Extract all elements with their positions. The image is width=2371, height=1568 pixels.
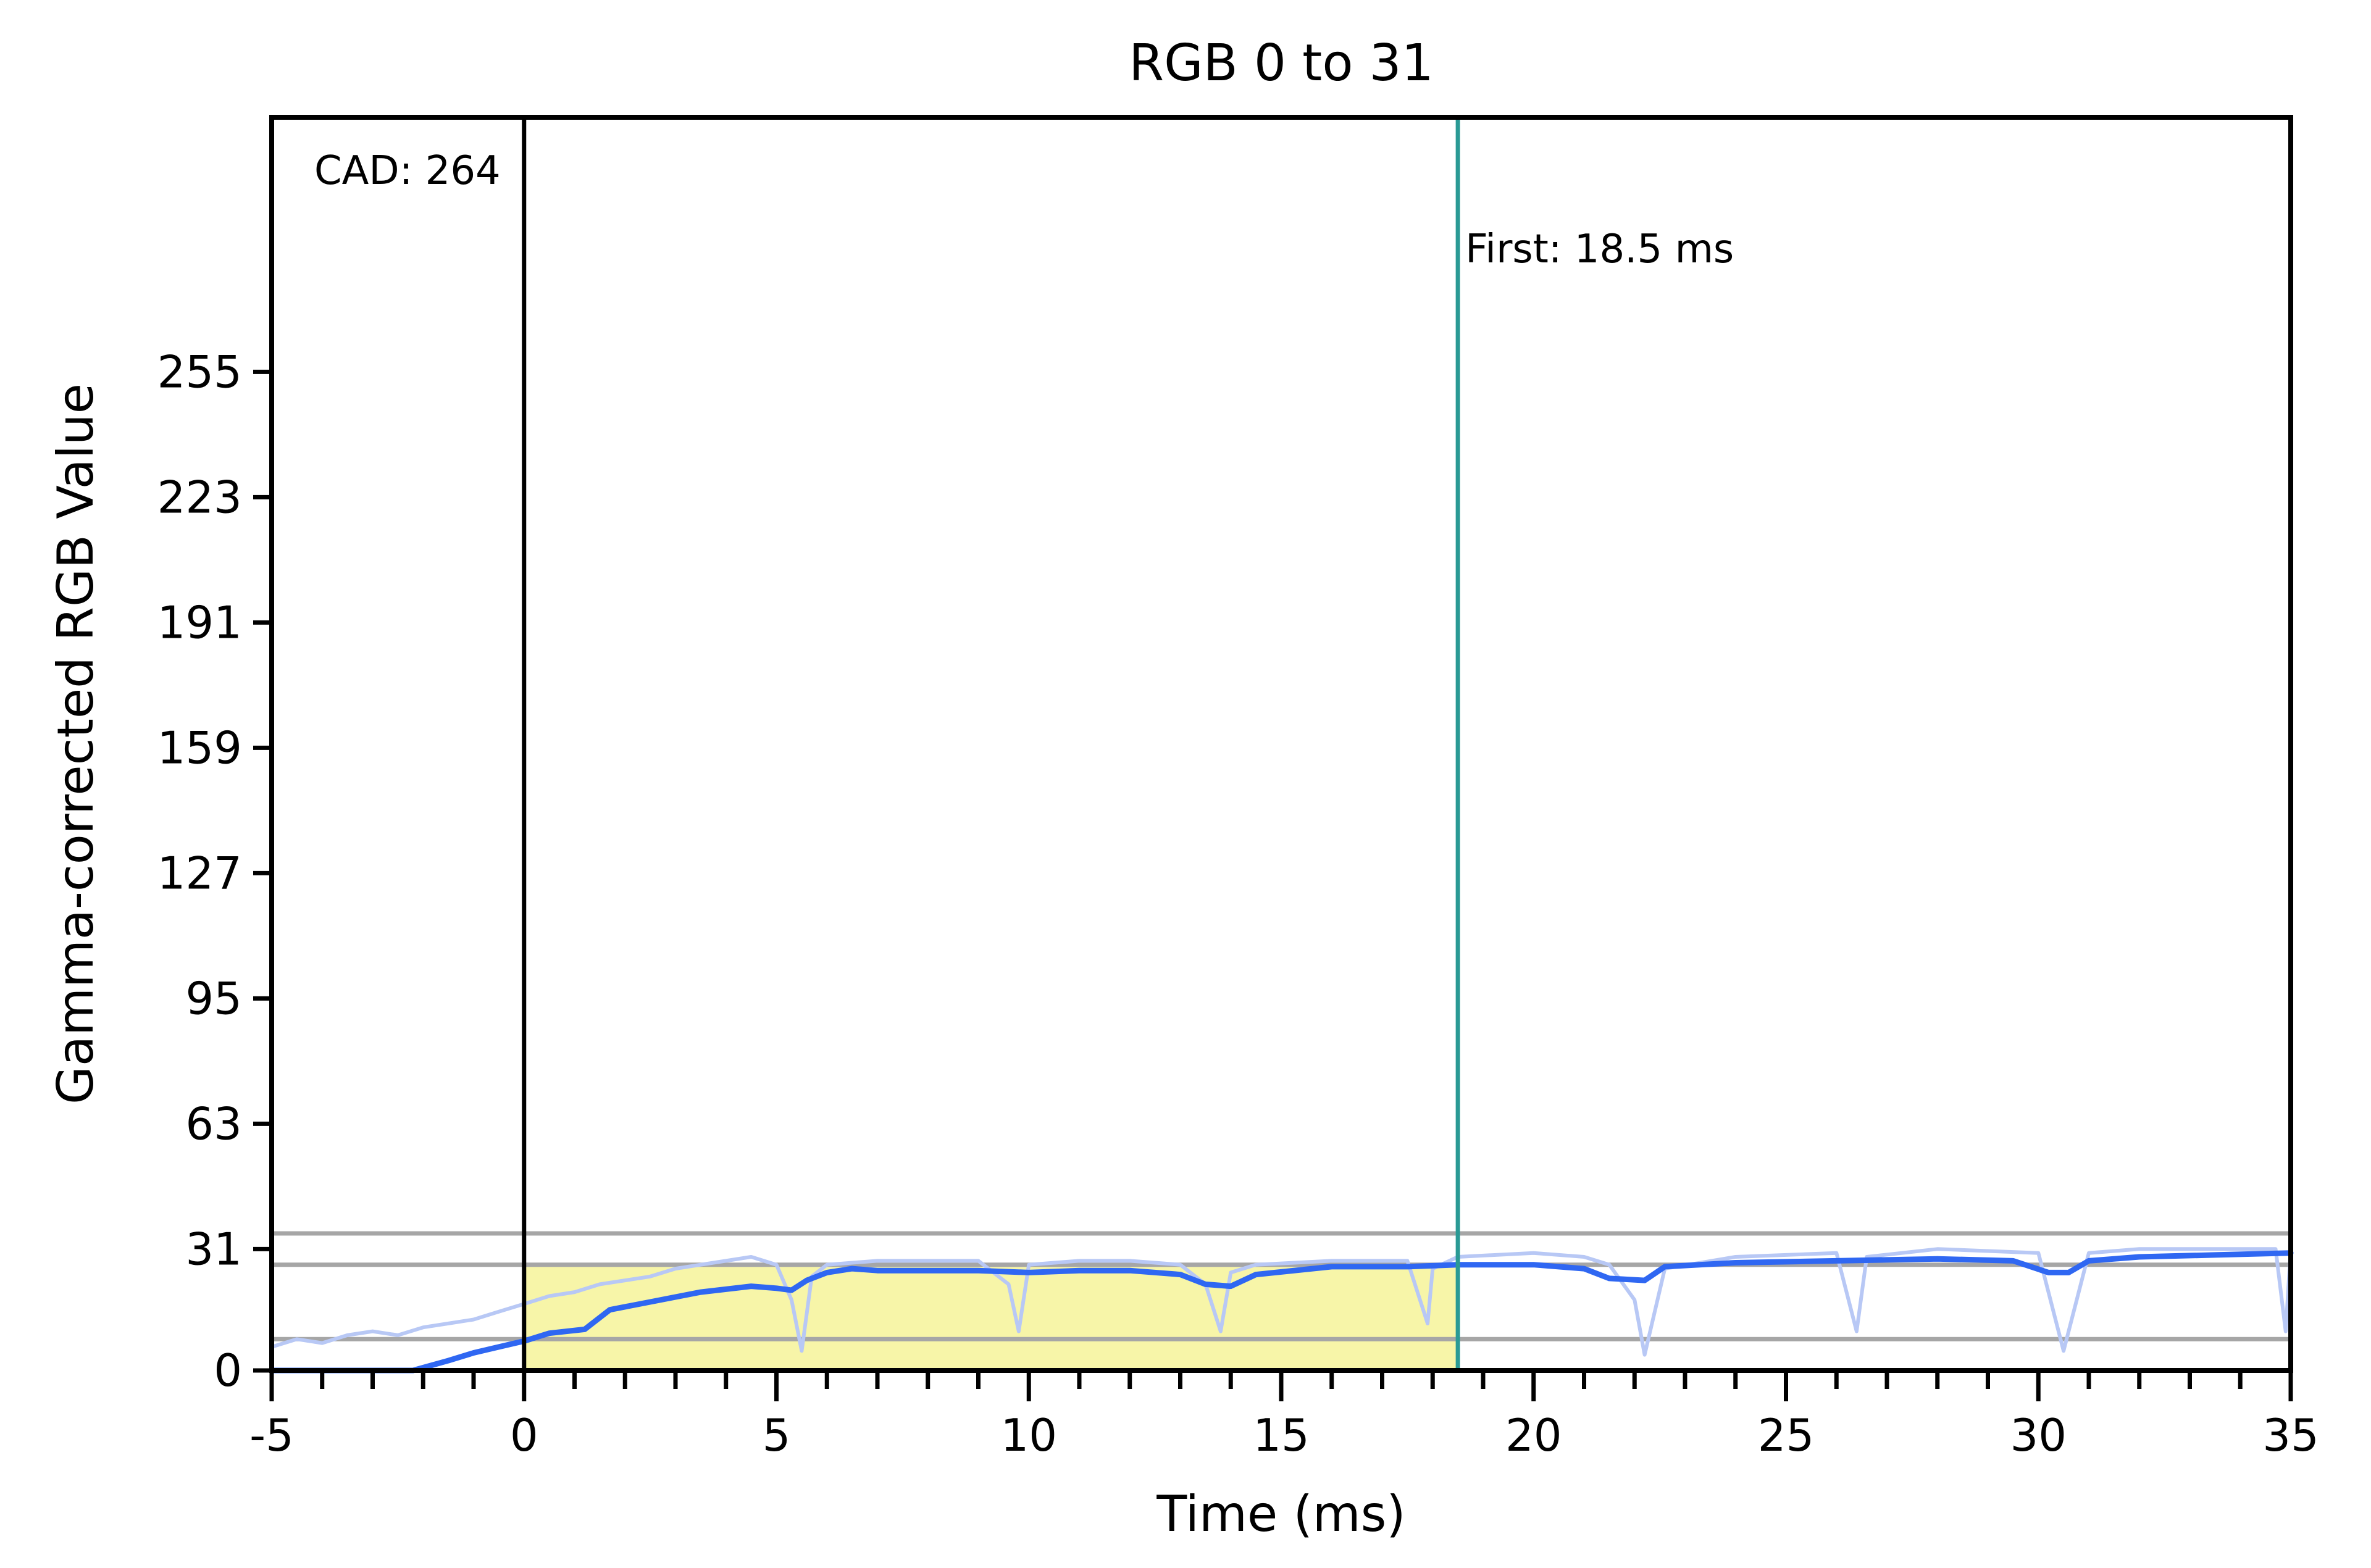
marker-lines: [522, 117, 1460, 1370]
x-tick-label: 30: [2010, 1409, 2067, 1461]
x-tick-label: 10: [1000, 1409, 1057, 1461]
y-axis-ticks: 0 31 63 95 127 159 191 223 255: [157, 346, 272, 1396]
y-tick-label: 191: [157, 596, 242, 648]
y-axis-label: Gamma-corrected RGB Value: [47, 383, 104, 1104]
y-tick-label: 255: [157, 346, 242, 398]
x-tick-label: 25: [1758, 1409, 1815, 1461]
cad-annotation: CAD: 264: [314, 148, 501, 194]
x-tick-label: 35: [2262, 1409, 2319, 1461]
x-tick-label: 20: [1505, 1409, 1562, 1461]
plot-area: CAD: 264 First: 18.5 ms: [269, 117, 2294, 1374]
highlight-region: [524, 1264, 1458, 1370]
y-tick-label: 127: [157, 847, 242, 899]
y-tick-label: 63: [185, 1098, 242, 1149]
y-tick-label: 95: [185, 972, 242, 1024]
x-axis-ticks: -5 0 5 10 15 20 25 30 35: [249, 1370, 2319, 1461]
x-tick-label: 5: [763, 1409, 791, 1461]
raw-series-line: [271, 1247, 2293, 1357]
y-tick-label: 0: [214, 1345, 242, 1396]
y-tick-label: 223: [157, 471, 242, 523]
x-tick-label: 15: [1253, 1409, 1310, 1461]
x-tick-label: 0: [510, 1409, 538, 1461]
y-tick-label: 159: [157, 722, 242, 774]
x-tick-label: -5: [249, 1409, 294, 1461]
smoothed-series-line: [269, 1250, 2294, 1374]
y-tick-label: 31: [185, 1223, 242, 1275]
x-axis-label: Time (ms): [1156, 1485, 1405, 1543]
chart-title: RGB 0 to 31: [1129, 34, 1434, 93]
first-annotation: First: 18.5 ms: [1465, 227, 1734, 272]
